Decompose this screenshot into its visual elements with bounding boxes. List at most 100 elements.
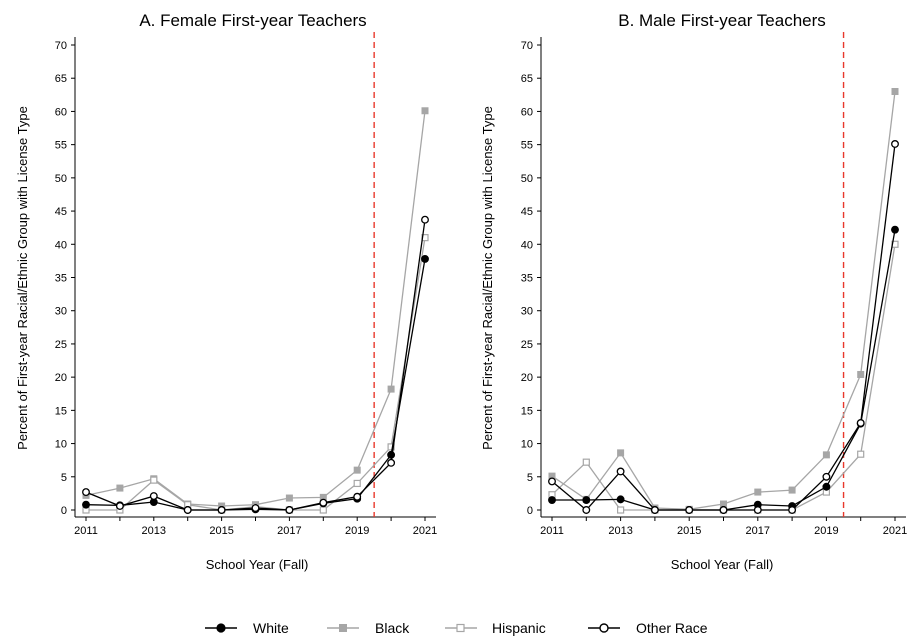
panel-a-point-other-race [82,488,90,497]
panel-a-point-other-race [421,215,429,224]
panel-b-y-tick-label: 45 [521,206,533,218]
panel-b-point-other-race [891,140,899,148]
legend-item-white: White [205,620,289,636]
panel-b-point-white [582,496,591,504]
panel-a-point-other-race [149,492,158,500]
panel-a-y-tick-label: 30 [55,306,67,318]
legend-label-hispanic: Hispanic [492,620,546,636]
panel-a-point-hispanic [319,506,327,514]
panel-b-x-tick-label: 2011 [540,525,564,537]
panel-a-point-black [421,107,429,115]
legend-label-other-race: Other Race [636,620,708,636]
panel-b-point-other-race [788,506,797,514]
panel-b-x-axis-label: School Year (Fall) [671,557,774,572]
legend: White Black Hispanic Other Race [205,620,708,636]
panel-a-y-tick-label: 10 [55,439,67,451]
panel-a-y-tick-label: 35 [55,273,67,285]
legend-marker-black [339,624,347,632]
panel-b-title: B. Male First-year Teachers [618,11,826,30]
panel-a-x-tick-label: 2015 [209,525,233,537]
panel-b-point-other-race [685,506,694,514]
panel-a-point-black [116,484,124,492]
panel-b-point-hispanic [582,458,590,466]
legend-item-black: Black [327,620,410,636]
panel-b-point-white [616,495,625,504]
panel-b-point-black [857,370,865,378]
panel-a-y-tick-label: 40 [55,239,67,251]
panel-a-y-tick-label: 45 [55,206,67,218]
panel-a-point-white [387,450,396,459]
panel-b-point-black [788,486,796,494]
panel-a-series-black [82,107,429,510]
panel-b-series-black [548,88,899,513]
panel-a-series-hispanic [82,234,429,514]
panel-b-series-other-race [548,140,899,514]
panel-b-point-other-race [856,419,865,427]
panel-a-point-hispanic [387,443,395,451]
panel-b-point-black [891,88,899,95]
panel-a-y-tick-label: 70 [55,40,67,52]
panel-b-y-tick-label: 30 [521,306,533,318]
panel-b-y-tick-label: 5 [527,472,533,484]
panel-b-point-white [891,225,899,234]
legend-label-black: Black [375,620,410,636]
panel-b-point-black [617,449,625,457]
legend-marker-white [216,623,226,633]
panel-b-point-other-race [616,467,625,476]
panel-b-y-tick-label: 35 [521,273,533,285]
panel-b-x-tick-label: 2013 [608,525,632,537]
panel-b-y-tick-label: 15 [521,405,533,417]
legend-item-other-race: Other Race [588,620,708,636]
panel-b-point-other-race [650,506,659,514]
panel-b-point-black [754,488,762,496]
panel-a-x-tick-label: 2019 [345,525,369,537]
legend-marker-hispanic [456,623,465,633]
panel-a-point-other-race [183,506,192,514]
legend-marker-other-race [599,623,609,633]
legend-label-white: White [253,620,289,636]
panel-a-point-other-race [217,506,226,514]
panel-a-point-other-race [353,492,362,501]
panel-a-y-tick-label: 20 [55,372,67,384]
panel-b-y-tick-label: 55 [521,140,533,152]
panel-b-y-tick-label: 20 [521,372,533,384]
panel-a-point-other-race [251,504,260,512]
panel-b-x-tick-label: 2017 [746,525,770,537]
panel-a-y-tick-label: 55 [55,140,67,152]
panel-a-point-other-race [319,498,328,507]
panel-b-x-tick-label: 2021 [883,525,907,537]
panel-b-y-tick-label: 0 [527,505,533,517]
panel-a-x-axis-label: School Year (Fall) [206,557,309,572]
panel-a-y-tick-label: 65 [55,73,67,85]
panel-a-point-black [353,466,361,474]
panel-b-point-hispanic [616,506,625,514]
panel-b-point-white [548,496,556,504]
panel-b-point-hispanic [857,450,865,458]
panel-a-x-tick-label: 2021 [413,525,437,537]
panel-b-y-tick-label: 40 [521,239,533,251]
panel-b-x-tick-label: 2015 [677,525,701,537]
panel-a-y-tick-label: 15 [55,405,67,417]
panel-a-x-tick-label: 2013 [142,525,166,537]
panel-a-y-tick-label: 60 [55,106,67,118]
panel-b-point-other-race [822,472,831,481]
panel-a-point-black [319,493,327,501]
panel-a-point-black [285,494,293,502]
panel-a-y-tick-label: 50 [55,173,67,185]
panel-a-x-tick-label: 2017 [277,525,301,537]
panel-b-y-tick-label: 60 [521,106,533,118]
panel-b-y-tick-label: 10 [521,439,533,451]
panel-b-point-black [548,472,556,480]
panel-b-y-tick-label: 25 [521,339,533,351]
panel-b-point-other-race [548,477,556,486]
panel-a-point-hispanic [150,476,158,484]
legend-item-hispanic: Hispanic [445,620,546,636]
panel-a-y-axis-label: Percent of First-year Racial/Ethnic Grou… [15,106,30,450]
panel-a-title: A. Female First-year Teachers [139,11,366,30]
panel-a-y-tick-label: 5 [61,472,67,484]
panel-b: B. Male First-year Teachers Percent of F… [480,11,907,572]
panel-b-point-other-race [582,506,591,514]
panel-a-x-tick-label: 2011 [74,525,98,537]
